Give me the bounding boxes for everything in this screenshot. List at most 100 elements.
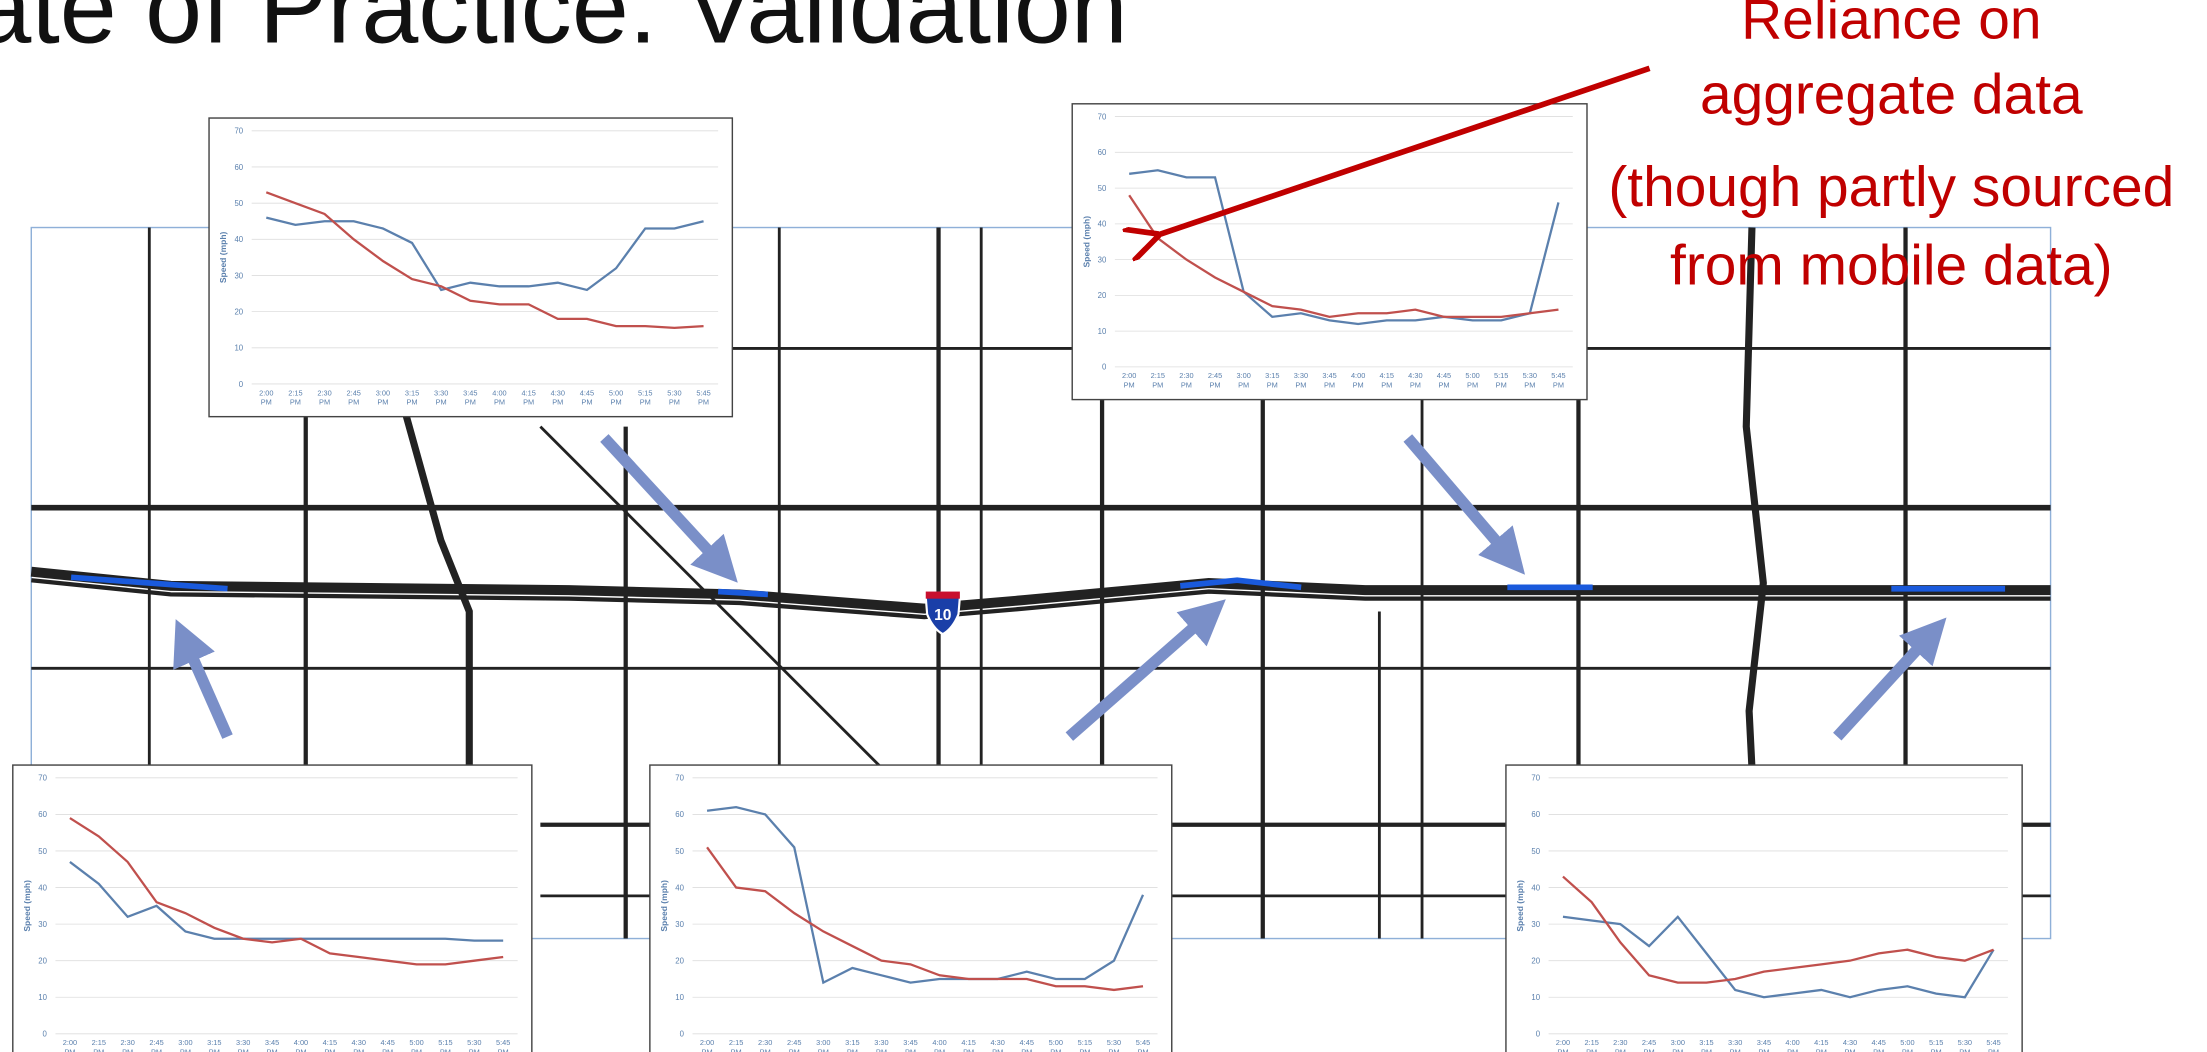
x-tick-label: 5:15 PM	[1929, 1038, 1943, 1052]
y-tick-label: 60	[38, 810, 47, 819]
x-tick-label: 5:00 PM	[1465, 371, 1479, 389]
x-tick-label: 4:00 PM	[1785, 1038, 1799, 1052]
x-tick-label: 3:00 PM	[1671, 1038, 1685, 1052]
annotation-line: (though partly sourced	[1608, 156, 2174, 219]
x-tick-label: 4:45 PM	[1437, 371, 1451, 389]
series-line	[1562, 915, 1995, 999]
x-tick-label: 3:45 PM	[1757, 1038, 1771, 1052]
y-tick-label: 50	[234, 199, 243, 208]
y-tick-label: 10	[675, 993, 684, 1002]
chart-frame	[208, 117, 734, 418]
x-tick-label: 4:30 PM	[352, 1038, 366, 1052]
y-tick-label: 30	[234, 271, 243, 280]
y-tick-label: 40	[38, 883, 47, 892]
x-tick-label: 4:00 PM	[932, 1038, 946, 1052]
x-tick-label: 5:45 PM	[1551, 371, 1565, 389]
x-tick-label: 4:45 PM	[380, 1038, 394, 1052]
x-tick-label: 4:45 PM	[1020, 1038, 1034, 1052]
chart-frame	[12, 764, 533, 1052]
x-tick-label: 3:45 PM	[903, 1038, 917, 1052]
x-tick-label: 4:30 PM	[1408, 371, 1422, 389]
x-tick-label: 5:30 PM	[1107, 1038, 1121, 1052]
y-tick-label: 40	[1531, 883, 1540, 892]
x-tick-label: 5:00 PM	[1049, 1038, 1063, 1052]
y-tick-label: 70	[1531, 774, 1540, 783]
chart-frame	[649, 764, 1173, 1052]
series-line	[1562, 875, 1994, 984]
x-tick-label: 2:15 PM	[1151, 371, 1165, 389]
y-tick-label: 40	[1098, 220, 1107, 229]
x-tick-label: 2:45 PM	[1208, 371, 1222, 389]
x-tick-label: 5:00 PM	[609, 388, 623, 406]
annotation-line: from mobile data)	[1670, 234, 2113, 297]
x-tick-label: 3:15 PM	[1699, 1038, 1713, 1052]
x-tick-label: 2:45 PM	[347, 388, 361, 406]
x-tick-label: 4:45 PM	[580, 388, 594, 406]
x-tick-label: 2:00 PM	[700, 1038, 714, 1052]
y-tick-label: 40	[675, 883, 684, 892]
x-tick-label: 3:15 PM	[207, 1038, 221, 1052]
interstate-shield: 10	[924, 591, 961, 636]
x-tick-label: 5:45 PM	[1986, 1038, 2000, 1052]
highlighted-segments	[70, 574, 2006, 598]
pointer-arrows	[173, 434, 1947, 741]
x-tick-label: 3:30 PM	[874, 1038, 888, 1052]
slide-title: ate of Practice: Validation	[0, 0, 1128, 65]
x-tick-label: 3:30 PM	[1294, 371, 1308, 389]
x-tick-label: 2:30 PM	[1613, 1038, 1627, 1052]
x-tick-label: 2:30 PM	[120, 1038, 134, 1052]
x-tick-label: 3:00 PM	[816, 1038, 830, 1052]
y-tick-label: 50	[1098, 184, 1107, 193]
x-tick-label: 5:00 PM	[1900, 1038, 1914, 1052]
y-tick-label: 60	[675, 810, 684, 819]
annotation-line: aggregate data	[1700, 64, 2083, 127]
annotation-line: Reliance on	[1741, 0, 2041, 51]
x-tick-label: 5:45 PM	[496, 1038, 510, 1052]
x-tick-label: 5:30 PM	[667, 388, 681, 406]
series-line	[1128, 194, 1559, 318]
x-tick-label: 4:00 PM	[294, 1038, 308, 1052]
y-tick-label: 20	[234, 307, 243, 316]
x-tick-label: 2:30 PM	[317, 388, 331, 406]
y-tick-label: 50	[1531, 847, 1540, 856]
chart-frame	[1071, 103, 1588, 401]
y-axis-label: Speed (mph)	[1081, 216, 1091, 268]
y-tick-label: 60	[234, 163, 243, 172]
y-tick-label: 40	[234, 235, 243, 244]
y-axis-label: Speed (mph)	[1515, 880, 1525, 932]
y-tick-label: 60	[1098, 148, 1107, 157]
x-tick-label: 3:45 PM	[463, 388, 477, 406]
x-tick-label: 5:30 PM	[467, 1038, 481, 1052]
x-tick-label: 5:15 PM	[1494, 371, 1508, 389]
x-tick-label: 3:00 PM	[178, 1038, 192, 1052]
series-line	[265, 191, 704, 330]
y-tick-label: 0	[1536, 1030, 1541, 1039]
x-tick-label: 4:00 PM	[1351, 371, 1365, 389]
y-tick-label: 10	[1531, 993, 1540, 1002]
series-line	[706, 846, 1144, 992]
x-tick-label: 2:15 PM	[288, 388, 302, 406]
y-tick-label: 0	[1102, 363, 1107, 372]
x-tick-label: 2:15 PM	[1584, 1038, 1598, 1052]
x-tick-label: 5:15 PM	[638, 388, 652, 406]
x-tick-label: 4:30 PM	[991, 1038, 1005, 1052]
series-line	[266, 216, 704, 292]
annotation: Reliance on aggregate data (though partly …	[1608, 0, 2174, 297]
x-tick-label: 3:15 PM	[405, 388, 419, 406]
x-tick-label: 2:00 PM	[63, 1038, 77, 1052]
y-tick-label: 60	[1531, 810, 1540, 819]
series-line	[706, 805, 1145, 985]
x-tick-label: 2:30 PM	[758, 1038, 772, 1052]
x-tick-label: 3:30 PM	[236, 1038, 250, 1052]
y-tick-label: 70	[38, 774, 47, 783]
x-tick-label: 3:00 PM	[1236, 371, 1250, 389]
x-tick-label: 3:45 PM	[1322, 371, 1336, 389]
x-tick-label: 3:30 PM	[434, 388, 448, 406]
x-tick-label: 4:15 PM	[1814, 1038, 1828, 1052]
x-tick-label: 5:30 PM	[1958, 1038, 1972, 1052]
x-tick-label: 3:15 PM	[845, 1038, 859, 1052]
y-tick-label: 20	[38, 957, 47, 966]
x-tick-label: 2:30 PM	[1179, 371, 1193, 389]
